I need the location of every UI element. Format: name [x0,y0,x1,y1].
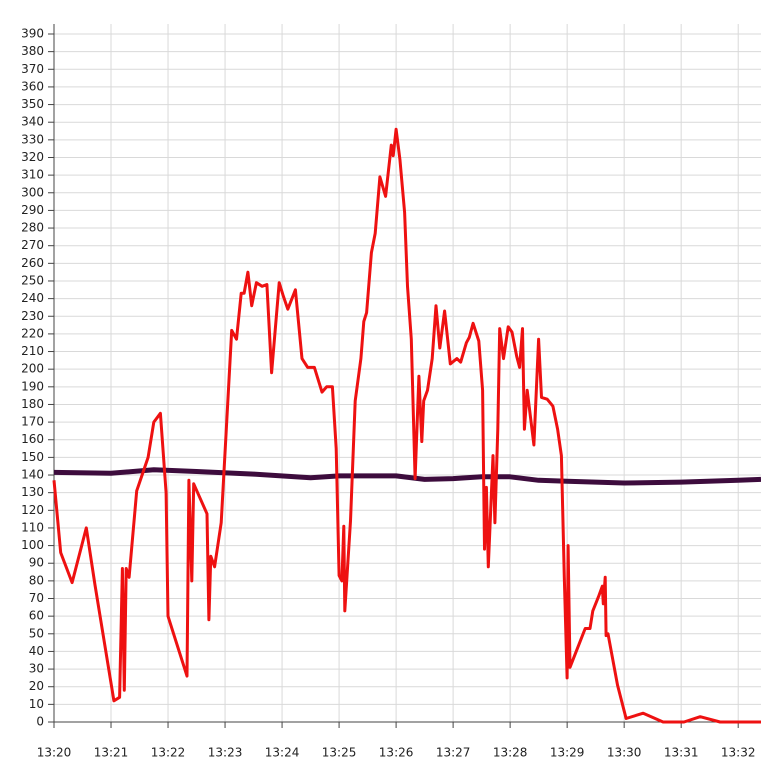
x-tick-label: 13:26 [379,746,414,760]
x-tick-label: 13:27 [436,746,471,760]
y-tick-label: 110 [21,520,44,534]
x-tick-label: 13:25 [322,746,357,760]
y-tick-label: 200 [21,362,44,376]
x-tick-label: 13:23 [208,746,243,760]
y-tick-label: 160 [21,432,44,446]
y-tick-label: 90 [29,556,44,570]
data-line [53,467,761,486]
y-tick-label: 150 [21,450,44,464]
y-tick-label: 40 [29,644,44,658]
y-tick-label: 290 [21,203,44,217]
y-tick-label: 140 [21,468,44,482]
y-tick-label: 50 [29,626,44,640]
y-tick-label: 320 [21,150,44,164]
y-tick-label: 310 [21,168,44,182]
x-tick-label: 13:22 [151,746,186,760]
y-tick-label: 0 [36,715,44,729]
y-tick-label: 270 [21,238,44,252]
y-tick-label: 20 [29,679,44,693]
data-line [52,127,761,724]
y-tick-label: 80 [29,573,44,587]
y-tick-label: 70 [29,591,44,605]
x-tick-label: 13:29 [550,746,585,760]
y-tick-label: 350 [21,97,44,111]
y-tick-label: 10 [29,697,44,711]
y-tick-label: 100 [21,538,44,552]
y-tick-label: 60 [29,609,44,623]
y-tick-label: 130 [21,485,44,499]
y-tick-label: 190 [21,379,44,393]
x-tick-label: 13:28 [493,746,528,760]
x-tick-label: 13:21 [94,746,129,760]
y-tick-label: 120 [21,503,44,517]
y-tick-label: 330 [21,132,44,146]
y-tick-label: 280 [21,221,44,235]
x-tick-label: 13:24 [265,746,300,760]
y-tick-label: 390 [21,27,44,41]
y-tick-label: 220 [21,326,44,340]
x-tick-label: 13:20 [37,746,72,760]
y-tick-label: 380 [21,44,44,58]
x-tick-label: 13:30 [607,746,642,760]
y-tick-label: 370 [21,62,44,76]
y-tick-label: 340 [21,115,44,129]
y-tick-label: 210 [21,344,44,358]
y-tick-label: 230 [21,309,44,323]
y-tick-label: 360 [21,79,44,93]
y-tick-label: 240 [21,291,44,305]
x-tick-label: 13:32 [721,746,756,760]
y-tick-label: 260 [21,256,44,270]
y-tick-label: 180 [21,397,44,411]
y-tick-label: 300 [21,185,44,199]
x-tick-label: 13:31 [664,746,699,760]
y-tick-label: 250 [21,273,44,287]
y-tick-label: 30 [29,662,44,676]
y-tick-label: 170 [21,415,44,429]
